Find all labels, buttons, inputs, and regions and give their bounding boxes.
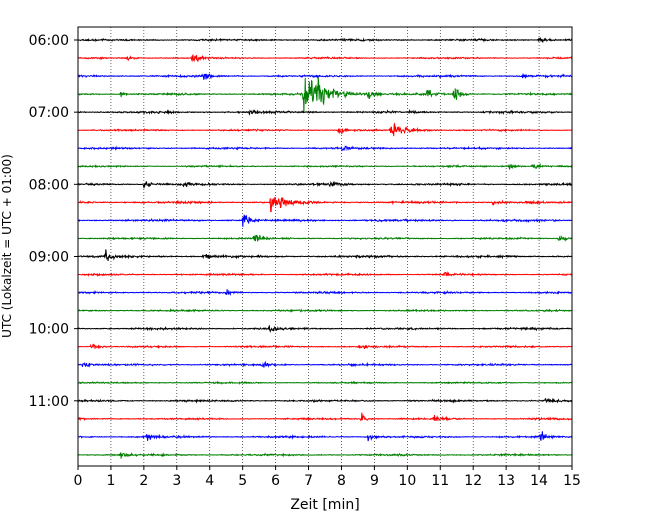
x-tick-label: 5 <box>238 473 247 489</box>
plot-background <box>78 27 572 466</box>
x-tick-label: 9 <box>370 473 379 489</box>
trace-line <box>77 145 573 152</box>
trace-line <box>77 77 573 113</box>
trace-line <box>77 431 573 442</box>
y-tick-label: 10:00 <box>29 322 69 338</box>
x-axis-ticks: 0 1 2 3 4 5 6 7 8 9 10 11 12 13 14 15 <box>74 466 581 489</box>
x-tick-label: 12 <box>464 473 482 489</box>
trace-line <box>77 412 573 422</box>
y-axis-label: UTC (Lokalzeit = UTC + 01:00) <box>0 154 14 338</box>
x-tick-label: 6 <box>271 473 280 489</box>
trace-line <box>77 73 573 81</box>
trace-line <box>77 54 573 63</box>
trace-line <box>77 360 573 368</box>
y-tick-label: 07:00 <box>29 105 69 121</box>
x-tick-label: 14 <box>530 473 548 489</box>
x-tick-label: 10 <box>398 473 416 489</box>
y-axis-ticks: 06:00 07:00 08:00 09:00 10:00 11:00 <box>29 33 78 410</box>
y-tick-label: 11:00 <box>29 394 69 410</box>
x-tick-label: 0 <box>74 473 83 489</box>
x-tick-label: 7 <box>304 473 313 489</box>
trace-line <box>77 234 573 243</box>
x-tick-label: 13 <box>497 473 515 489</box>
trace-line <box>77 196 573 213</box>
trace-line <box>77 181 573 189</box>
trace-line <box>77 214 573 227</box>
trace-line <box>77 380 573 385</box>
seismic-traces <box>77 36 573 459</box>
x-tick-label: 1 <box>106 473 115 489</box>
y-tick-label: 06:00 <box>29 33 69 49</box>
trace-line <box>77 162 573 170</box>
trace-line <box>77 289 573 296</box>
trace-line <box>77 452 573 459</box>
trace-line <box>77 108 573 116</box>
x-tick-label: 2 <box>139 473 148 489</box>
y-tick-label: 09:00 <box>29 249 69 265</box>
trace-line <box>77 122 573 137</box>
x-axis-label: Zeit [min] <box>290 497 359 513</box>
trace-line <box>77 308 573 313</box>
trace-line <box>77 325 573 333</box>
y-tick-label: 08:00 <box>29 177 69 193</box>
plot-frame <box>77 26 573 467</box>
trace-line <box>77 271 573 278</box>
trace-line <box>77 343 573 350</box>
grid-lines <box>110 27 540 466</box>
x-tick-label: 4 <box>205 473 214 489</box>
trace-line <box>77 397 573 404</box>
trace-line <box>77 36 573 44</box>
x-tick-label: 8 <box>337 473 346 489</box>
x-tick-label: 11 <box>431 473 449 489</box>
x-tick-label: 15 <box>563 473 581 489</box>
x-tick-label: 3 <box>172 473 181 489</box>
trace-line <box>77 249 573 262</box>
